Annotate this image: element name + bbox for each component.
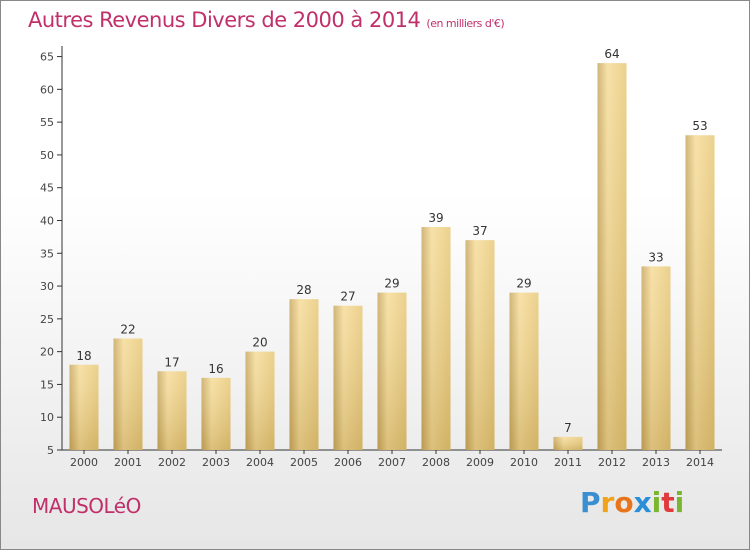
y-tick-label: 50 [40,149,54,162]
bar-shade-2012 [597,63,627,451]
y-tick-label: 60 [40,83,54,96]
bar-shade-2010 [509,292,539,450]
x-tick-label: 2009 [466,456,494,469]
value-labels: 18 22 17 16 20 28 27 29 39 37 29 7 64 33 53 [76,47,707,435]
title-text: Autres Revenus Divers de 2000 à 2014 [28,8,421,32]
value-label-2003: 16 [208,362,223,376]
bar-shade-2009 [465,240,495,450]
value-label-2001: 22 [120,323,135,337]
bar-shade-2001 [113,338,143,450]
chart-title: Autres Revenus Divers de 2000 à 2014 (en … [28,8,505,32]
value-label-2007: 29 [384,277,399,291]
bar-shade-2014 [685,135,715,450]
commune-name: MAUSOLéO [32,494,141,518]
y-tick-label: 55 [40,116,54,129]
bar-shade-2003 [201,377,231,450]
bar-shade-2006 [333,305,363,450]
x-tick-label: 2008 [422,456,450,469]
y-tick-label: 35 [40,247,54,260]
y-tick-label: 40 [40,214,54,227]
bars-group [69,63,715,451]
value-label-2004: 20 [252,336,267,350]
value-label-2006: 27 [340,290,355,304]
bar-shade-2007 [377,292,407,450]
y-tick-label: 15 [40,378,54,391]
x-tick-label: 2010 [510,456,538,469]
value-label-2012: 64 [604,47,619,61]
bar-shade-2002 [157,371,187,450]
x-tick-label: 2002 [158,456,186,469]
value-label-2000: 18 [76,349,91,363]
x-tick-label: 2014 [686,456,714,469]
proxiti-logo[interactable]: Proxiti [580,486,684,519]
x-tick-label: 2000 [70,456,98,469]
brand-letter: r [600,486,615,519]
y-tick-label: 45 [40,182,54,195]
value-label-2014: 53 [692,119,707,133]
bar-shade-2000 [69,364,99,450]
y-tick-label: 20 [40,346,54,359]
bar-shade-2004 [245,351,275,450]
x-tick-label: 2005 [290,456,318,469]
brand-letter: x [633,486,652,519]
value-label-2002: 17 [164,355,179,369]
brand-letter: i [651,486,662,519]
y-tick-label: 65 [40,51,54,64]
value-label-2011: 7 [564,421,572,435]
bar-shade-2011 [553,436,583,450]
brand-letter: P [580,486,601,519]
y-tick-label: 30 [40,280,54,293]
y-tick-label: 10 [40,411,54,424]
y-tick-label: 25 [40,313,54,326]
value-label-2005: 28 [296,283,311,297]
x-tick-label: 2012 [598,456,626,469]
brand-letter: o [614,486,634,519]
value-label-2013: 33 [648,250,663,264]
x-tick-label: 2013 [642,456,670,469]
x-tick-label: 2011 [554,456,582,469]
bar-shade-2013 [641,266,671,450]
x-tick-label: 2001 [114,456,142,469]
value-label-2010: 29 [516,277,531,291]
chart-subtitle: (en milliers d'€) [426,17,505,30]
bar-shade-2008 [421,227,451,450]
x-tick-label: 2007 [378,456,406,469]
brand-letter: i [674,486,685,519]
value-label-2009: 37 [472,224,487,238]
x-tick-label: 2003 [202,456,230,469]
y-tick-label: 5 [47,444,54,457]
value-label-2008: 39 [428,211,443,225]
x-tick-label: 2004 [246,456,274,469]
bar-shade-2005 [289,299,319,450]
brand-letter: t [661,486,675,519]
x-tick-label: 2006 [334,456,362,469]
